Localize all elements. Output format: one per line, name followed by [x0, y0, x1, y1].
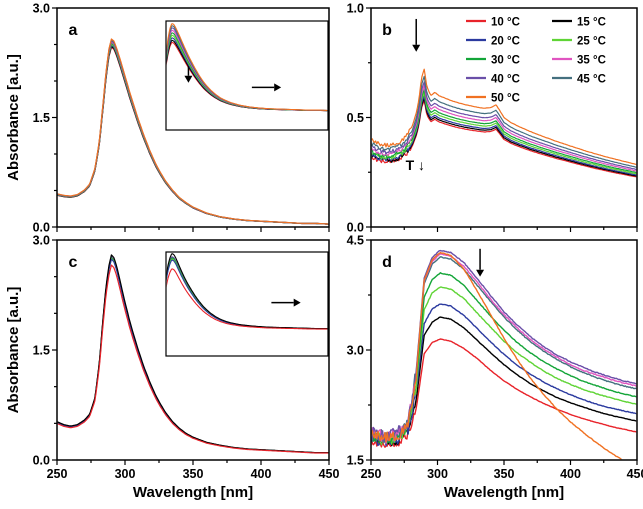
series-line-b-45C	[371, 75, 637, 168]
panel-b: 0.0 0.5 1.0 b T ↓ 10 °C 15 °C 20 °C 25 °C 30 °C 35…	[347, 2, 638, 235]
curves	[371, 249, 637, 460]
series-line-b-25C	[371, 92, 637, 175]
y-tick-label: 1.5	[347, 454, 364, 468]
series-line-b-50C	[371, 68, 637, 165]
inset-a	[165, 20, 329, 131]
y-tick-label: 4.5	[347, 234, 364, 248]
x-tick-label: 300	[115, 467, 136, 481]
panel-letter-c: c	[69, 254, 78, 271]
curves	[57, 38, 329, 225]
inset-c	[165, 251, 329, 357]
legend-label: 40 °C	[491, 74, 520, 86]
legend-label: 25 °C	[577, 36, 606, 48]
y-tick-label: 1.5	[33, 344, 50, 358]
curves	[371, 68, 637, 178]
x-tick-label: 350	[183, 467, 204, 481]
axis-ticks-d	[366, 239, 638, 465]
axis-ticks-a	[52, 7, 330, 232]
panel-letter-d: d	[382, 254, 392, 271]
axis-ticks-b	[366, 7, 638, 232]
y-tick-label: 0.0	[347, 221, 364, 235]
series-line-d-50C	[371, 251, 623, 460]
annotation-arrowhead	[184, 75, 193, 83]
legend-label: 30 °C	[491, 55, 520, 67]
inset-background	[166, 21, 328, 130]
y-tick-label: 0.0	[33, 454, 50, 468]
y-tick-label: 3.0	[33, 2, 50, 16]
annotation-arrowhead	[274, 83, 282, 92]
y-axis-title-bottom: Absorbance [a.u.]	[5, 287, 22, 414]
inset-frame	[165, 20, 329, 131]
y-tick-label: 3.0	[33, 234, 50, 248]
axis-ticks-c	[52, 239, 330, 465]
panel-letter-a: a	[69, 22, 78, 39]
series-line-c-10C	[57, 264, 329, 454]
series-line-b-40C	[371, 81, 637, 171]
series-line-a-50C	[166, 23, 328, 111]
x-tick-label: 250	[47, 467, 68, 481]
legend-label: 15 °C	[577, 17, 606, 29]
y-tick-label: 0.5	[347, 111, 364, 125]
series-line-c-10C	[166, 268, 328, 330]
legend-label: 20 °C	[491, 36, 520, 48]
annotation-arrowhead	[476, 269, 485, 277]
x-tick-label: 350	[494, 467, 515, 481]
legend-label: 45 °C	[577, 74, 606, 86]
series-line-b-20C	[371, 95, 637, 176]
legend: 10 °C 15 °C 20 °C 25 °C 30 °C 35 °C 40 °C 45 °C…	[466, 17, 606, 105]
x-tick-label: 400	[251, 467, 272, 481]
inset-frame	[165, 251, 329, 357]
x-tick-label: 300	[427, 467, 448, 481]
panel-d: 1.5 3.0 4.5 250 300 350 400 450 d	[347, 234, 643, 482]
x-tick-label: 450	[627, 467, 643, 481]
series-line-d-25C	[371, 286, 637, 446]
series-line-b-30C	[371, 89, 637, 174]
x-tick-label: 400	[560, 467, 581, 481]
annotation-arrowhead	[293, 298, 301, 307]
series-line-b-15C	[371, 97, 637, 177]
x-tick-label: 250	[361, 467, 382, 481]
panel-a: 0.0 1.5 3.0 a	[33, 2, 330, 235]
y-tick-label: 1.0	[347, 2, 364, 16]
series-line-d-15C	[371, 316, 637, 447]
x-axis-title-left: Wavelength [nm]	[133, 484, 253, 501]
series-line-d-40C	[371, 249, 637, 443]
legend-label: 10 °C	[491, 17, 520, 29]
y-tick-label: 3.0	[347, 344, 364, 358]
panel-c: 0.0 1.5 3.0 250 300 350 400 450 c	[33, 234, 340, 482]
x-tick-label: 450	[319, 467, 340, 481]
panel-letter-b: b	[382, 22, 392, 39]
curves	[166, 253, 328, 330]
annotation-arrowhead	[412, 44, 421, 52]
curves	[166, 23, 328, 112]
y-tick-label: 0.0	[33, 221, 50, 235]
inset-background	[166, 252, 328, 356]
annotation-text: T ↓	[406, 157, 425, 173]
legend-label: 35 °C	[577, 55, 606, 67]
legend-label: 50 °C	[491, 93, 520, 105]
x-axis-title-right: Wavelength [nm]	[444, 484, 564, 501]
series-line-a-50C	[57, 38, 329, 225]
y-axis-title-top: Absorbance [a.u.]	[5, 54, 22, 181]
curves	[57, 254, 329, 454]
series-line-d-10C	[371, 338, 637, 448]
y-tick-label: 1.5	[33, 111, 50, 125]
series-line-c-15C	[166, 253, 328, 330]
series-line-b-35C	[371, 85, 637, 172]
